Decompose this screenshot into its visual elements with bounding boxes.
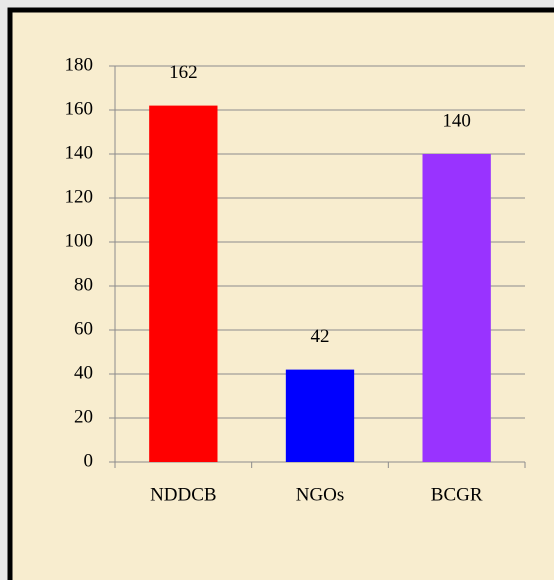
- value-label: 162: [169, 62, 198, 83]
- y-tick-label: 0: [84, 450, 94, 471]
- y-tick-label: 80: [74, 274, 93, 295]
- bar: [422, 154, 491, 462]
- y-tick-label: 140: [65, 142, 94, 163]
- value-label: 140: [442, 110, 471, 131]
- x-tick-label: NGOs: [296, 484, 345, 505]
- y-tick-label: 100: [65, 230, 94, 251]
- y-tick-label: 160: [65, 98, 94, 119]
- y-tick-label: 60: [74, 318, 93, 339]
- x-tick-label: BCGR: [431, 484, 483, 505]
- y-tick-label: 40: [74, 362, 93, 383]
- value-label: 42: [311, 326, 330, 347]
- bar: [285, 369, 355, 462]
- y-tick-label: 120: [65, 186, 94, 207]
- y-tick-label: 20: [74, 406, 93, 427]
- bar: [149, 105, 218, 462]
- y-tick-label: 180: [65, 54, 94, 75]
- x-tick-label: NDDCB: [150, 484, 217, 505]
